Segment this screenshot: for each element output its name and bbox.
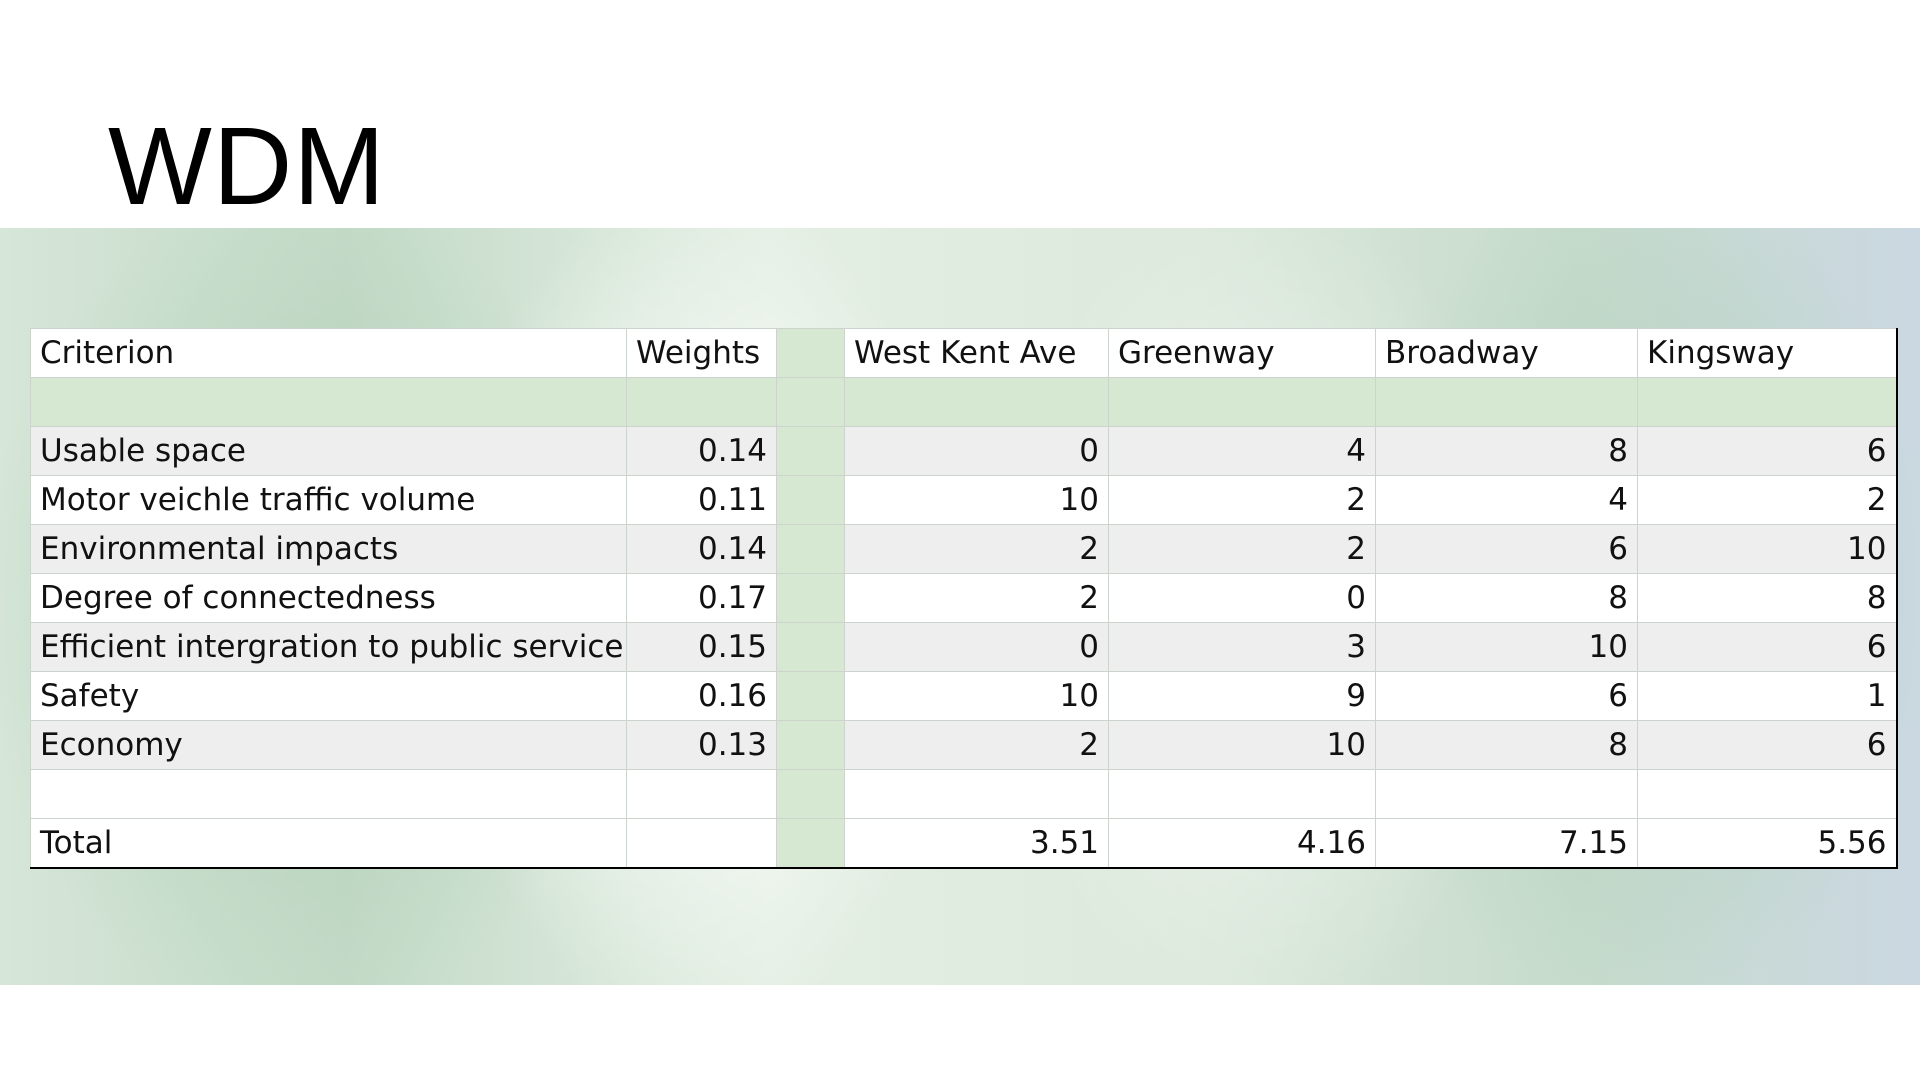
weight-cell: 0.15 [626, 622, 777, 672]
score-cell: 2 [1108, 475, 1376, 525]
empty-cell [1108, 377, 1376, 427]
header-criterion: Criterion [30, 328, 627, 378]
wdm-table: Criterion Weights West Kent Ave Greenway… [30, 328, 1898, 869]
score-cell: 6 [1637, 720, 1897, 770]
score-cell: 10 [844, 671, 1109, 721]
score-cell: 6 [1637, 426, 1897, 476]
criterion-cell: Usable space [30, 426, 627, 476]
empty-cell [844, 377, 1109, 427]
spacer-cell [776, 524, 845, 574]
score-cell: 10 [1637, 524, 1897, 574]
criterion-cell: Economy [30, 720, 627, 770]
weight-cell: 0.17 [626, 573, 777, 623]
score-cell: 0 [844, 622, 1109, 672]
score-cell: 2 [844, 720, 1109, 770]
empty-cell [30, 377, 627, 427]
total-value: 4.16 [1108, 818, 1376, 868]
separator-row [30, 377, 1897, 427]
weight-cell: 0.14 [626, 524, 777, 574]
empty-cell [30, 769, 627, 819]
score-cell: 2 [844, 524, 1109, 574]
score-cell: 6 [1375, 671, 1638, 721]
spacer-cell [776, 720, 845, 770]
spacer-cell [776, 475, 845, 525]
criterion-cell: Motor veichle traffic volume [30, 475, 627, 525]
empty-cell [1637, 769, 1897, 819]
score-cell: 6 [1375, 524, 1638, 574]
score-cell: 4 [1375, 475, 1638, 525]
criterion-cell: Efficient intergration to public service [30, 622, 627, 672]
blank-row [30, 769, 1897, 819]
total-value: 3.51 [844, 818, 1109, 868]
score-cell: 10 [1375, 622, 1638, 672]
criterion-cell: Safety [30, 671, 627, 721]
empty-cell [1375, 377, 1638, 427]
score-cell: 2 [1108, 524, 1376, 574]
criterion-cell: Environmental impacts [30, 524, 627, 574]
empty-cell [844, 769, 1109, 819]
spacer-cell [776, 769, 845, 819]
total-row: Total 3.51 4.16 7.15 5.56 [30, 818, 1897, 868]
empty-cell [1375, 769, 1638, 819]
weight-cell: 0.14 [626, 426, 777, 476]
spacer-cell [776, 573, 845, 623]
table-row: Environmental impacts 0.14 2 2 6 10 [30, 524, 1897, 574]
score-cell: 3 [1108, 622, 1376, 672]
score-cell: 0 [844, 426, 1109, 476]
table-row: Efficient intergration to public service… [30, 622, 1897, 672]
spacer-cell [776, 328, 845, 378]
slide-title: WDM [108, 105, 386, 228]
header-option-west-kent-ave: West Kent Ave [844, 328, 1109, 378]
weight-cell: 0.16 [626, 671, 777, 721]
score-cell: 8 [1375, 573, 1638, 623]
empty-cell [626, 769, 777, 819]
table-row: Degree of connectedness 0.17 2 0 8 8 [30, 573, 1897, 623]
score-cell: 10 [844, 475, 1109, 525]
criterion-cell: Degree of connectedness [30, 573, 627, 623]
total-label: Total [30, 818, 627, 868]
spacer-cell [776, 671, 845, 721]
score-cell: 2 [844, 573, 1109, 623]
weight-cell: 0.13 [626, 720, 777, 770]
spacer-cell [776, 377, 845, 427]
score-cell: 1 [1637, 671, 1897, 721]
table-row: Safety 0.16 10 9 6 1 [30, 671, 1897, 721]
empty-cell [1108, 769, 1376, 819]
total-value: 5.56 [1637, 818, 1897, 868]
spacer-cell [776, 818, 845, 868]
total-value: 7.15 [1375, 818, 1638, 868]
score-cell: 8 [1637, 573, 1897, 623]
score-cell: 8 [1375, 426, 1638, 476]
header-row: Criterion Weights West Kent Ave Greenway… [30, 328, 1897, 378]
table-row: Economy 0.13 2 10 8 6 [30, 720, 1897, 770]
header-option-kingsway: Kingsway [1637, 328, 1897, 378]
header-weights: Weights [626, 328, 777, 378]
table-row: Motor veichle traffic volume 0.11 10 2 4… [30, 475, 1897, 525]
empty-cell [1637, 377, 1897, 427]
score-cell: 6 [1637, 622, 1897, 672]
header-option-greenway: Greenway [1108, 328, 1376, 378]
score-cell: 10 [1108, 720, 1376, 770]
table-row: Usable space 0.14 0 4 8 6 [30, 426, 1897, 476]
score-cell: 8 [1375, 720, 1638, 770]
spacer-cell [776, 622, 845, 672]
score-cell: 9 [1108, 671, 1376, 721]
empty-cell [626, 818, 777, 868]
header-option-broadway: Broadway [1375, 328, 1638, 378]
wdm-table-container: Criterion Weights West Kent Ave Greenway… [30, 328, 1898, 869]
score-cell: 0 [1108, 573, 1376, 623]
empty-cell [626, 377, 777, 427]
score-cell: 4 [1108, 426, 1376, 476]
score-cell: 2 [1637, 475, 1897, 525]
spacer-cell [776, 426, 845, 476]
weight-cell: 0.11 [626, 475, 777, 525]
